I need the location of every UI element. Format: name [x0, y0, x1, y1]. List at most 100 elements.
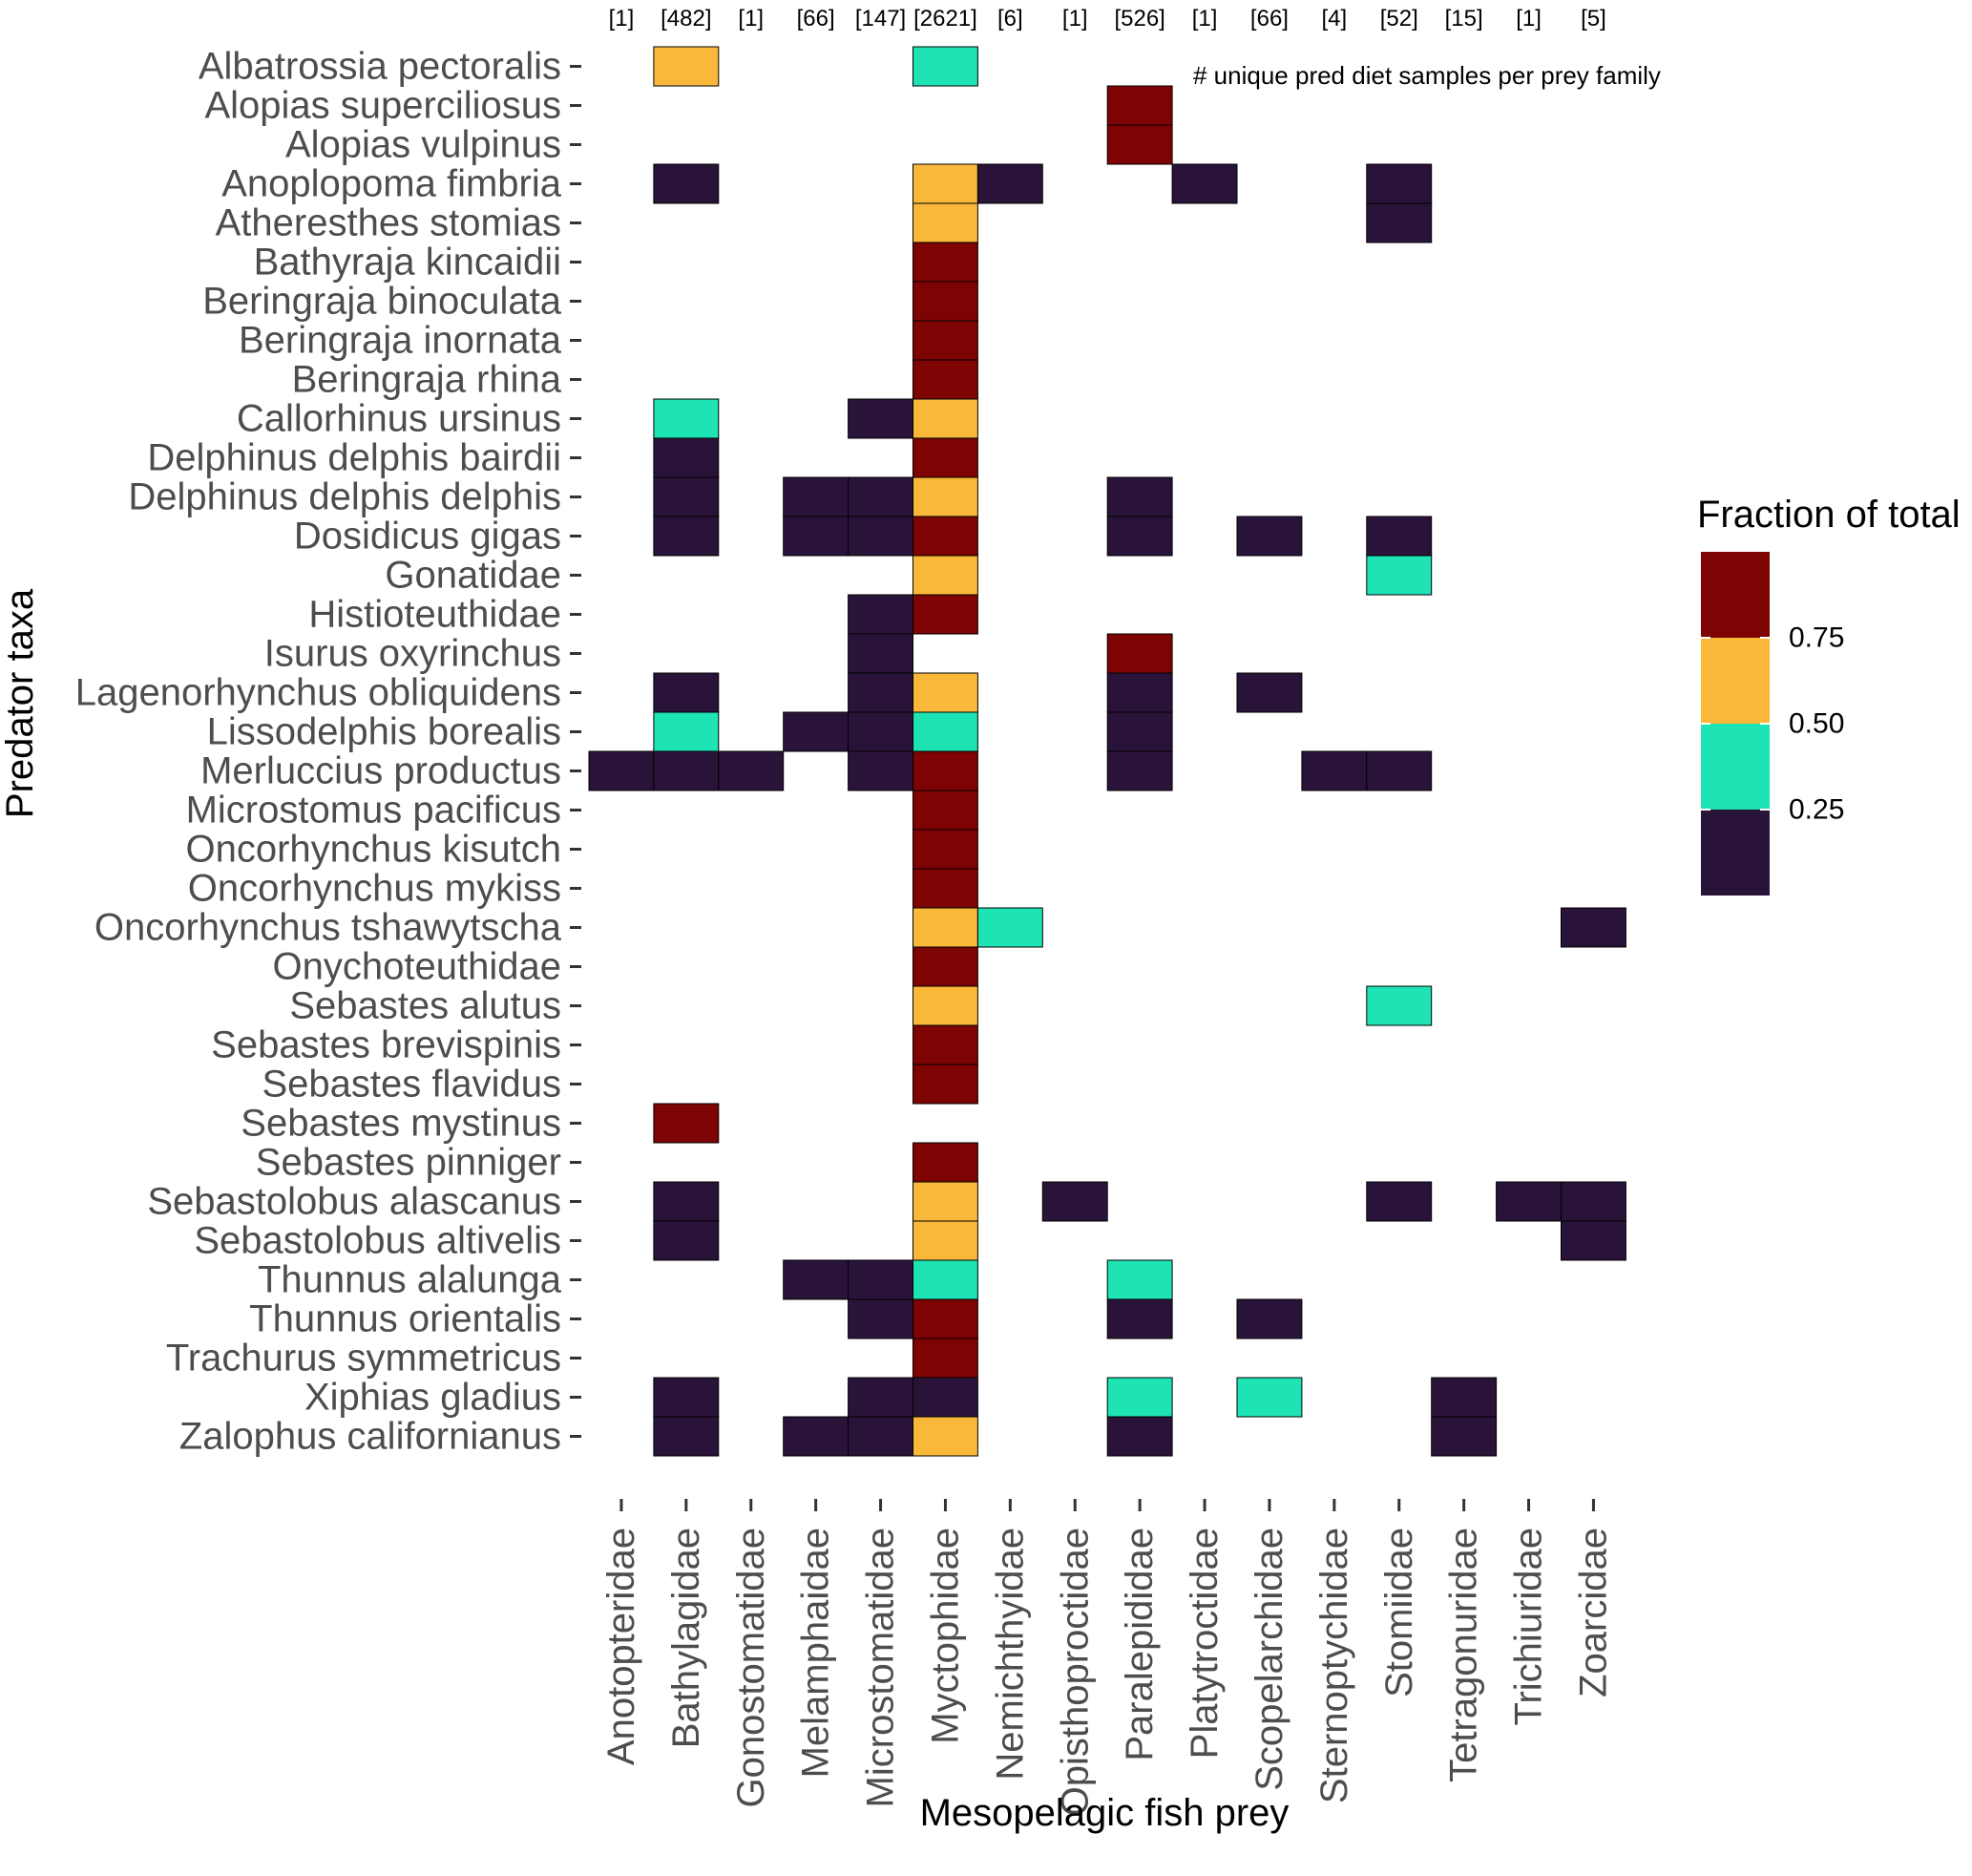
tile-sebastolobus-alascanus-bathylagidae — [653, 1181, 720, 1222]
tile-thunnus-orientalis-scopelarchidae — [1236, 1298, 1303, 1339]
count-label-tetragonuridae: [15] — [1445, 6, 1483, 32]
y-label-trachurus-symmetricus: Trachurus symmetricus — [166, 1338, 561, 1380]
x-label-tetragonuridae: Tetragonuridae — [1443, 1528, 1485, 1782]
count-label-myctophidae: [2621] — [913, 6, 977, 32]
y-label-anoplopoma-fimbria: Anoplopoma fimbria — [221, 163, 561, 205]
tile-alopias-vulpinus-paralepididae — [1106, 124, 1173, 165]
tile-dosidicus-gigas-melamphaidae — [783, 516, 850, 557]
tile-lissodelphis-borealis-myctophidae — [913, 711, 978, 752]
tile-sebastes-flavidus-myctophidae — [913, 1064, 978, 1105]
tile-zalophus-californianus-microstomatidae — [848, 1416, 913, 1457]
tile-sebastes-mystinus-bathylagidae — [653, 1103, 720, 1144]
tile-zalophus-californianus-melamphaidae — [783, 1416, 850, 1457]
y-label-merluccius-productus: Merluccius productus — [200, 750, 561, 792]
tile-oncorhynchus-mykiss-myctophidae — [913, 868, 978, 909]
y-label-thunnus-orientalis: Thunnus orientalis — [249, 1298, 561, 1340]
count-label-paralepididae: [526] — [1114, 6, 1164, 32]
y-label-histioteuthidae: Histioteuthidae — [308, 594, 561, 636]
x-label-gonostomatidae: Gonostomatidae — [730, 1528, 772, 1808]
tile-lagenorhynchus-obliquidens-myctophidae — [913, 672, 978, 713]
tile-zalophus-californianus-myctophidae — [913, 1416, 978, 1457]
x-label-microstomatidae: Microstomatidae — [860, 1528, 902, 1807]
y-label-beringraja-inornata: Beringraja inornata — [239, 320, 562, 362]
x-label-sternoptychidae: Sternoptychidae — [1313, 1528, 1355, 1803]
tile-merluccius-productus-myctophidae — [913, 750, 978, 791]
tile-sebastolobus-altivelis-bathylagidae — [653, 1220, 720, 1261]
y-label-oncorhynchus-kisutch: Oncorhynchus kisutch — [185, 829, 561, 871]
tile-lagenorhynchus-obliquidens-paralepididae — [1106, 672, 1173, 713]
count-label-microstomatidae: [147] — [855, 6, 906, 32]
y-label-oncorhynchus-tshawytscha: Oncorhynchus tshawytscha — [94, 907, 562, 949]
y-label-atheresthes-stomias: Atheresthes stomias — [216, 202, 561, 244]
x-label-paralepididae: Paralepididae — [1119, 1528, 1161, 1761]
y-label-alopias-superciliosus: Alopias superciliosus — [204, 85, 561, 127]
tile-merluccius-productus-bathylagidae — [653, 750, 720, 791]
tile-thunnus-alalunga-myctophidae — [913, 1259, 978, 1300]
y-label-lissodelphis-borealis: Lissodelphis borealis — [207, 711, 561, 753]
y-label-beringraja-binoculata: Beringraja binoculata — [202, 281, 562, 323]
heatmap-tiles — [588, 46, 1626, 1457]
tile-thunnus-alalunga-microstomatidae — [848, 1259, 913, 1300]
y-label-oncorhynchus-mykiss: Oncorhynchus mykiss — [188, 868, 561, 910]
tile-merluccius-productus-microstomatidae — [848, 750, 913, 791]
tile-sebastolobus-alascanus-zoarcidae — [1561, 1181, 1626, 1222]
y-label-lagenorhynchus-obliquidens: Lagenorhynchus obliquidens — [75, 672, 561, 714]
tile-merluccius-productus-paralepididae — [1106, 750, 1173, 791]
tile-beringraja-inornata-myctophidae — [913, 320, 978, 361]
tile-lissodelphis-borealis-microstomatidae — [848, 711, 913, 752]
legend-title: Fraction of total — [1697, 494, 1961, 536]
x-axis-title: Mesopelagic fish prey — [920, 1792, 1290, 1834]
y-label-dosidicus-gigas: Dosidicus gigas — [294, 516, 561, 558]
legend-label-0-75: 0.75 — [1789, 622, 1844, 654]
tile-dosidicus-gigas-paralepididae — [1106, 516, 1173, 557]
count-label-zoarcidae: [5] — [1581, 6, 1606, 32]
y-label-onychoteuthidae: Onychoteuthidae — [273, 946, 561, 988]
count-label-nemichthyidae: [6] — [997, 6, 1023, 32]
x-label-opisthoproctidae: Opisthoproctidae — [1054, 1528, 1096, 1816]
y-label-bathyraja-kincaidii: Bathyraja kincaidii — [254, 242, 561, 284]
y-label-callorhinus-ursinus: Callorhinus ursinus — [237, 398, 561, 440]
tile-alopias-superciliosus-paralepididae — [1106, 85, 1173, 126]
tile-thunnus-orientalis-paralepididae — [1106, 1298, 1173, 1339]
tile-lagenorhynchus-obliquidens-microstomatidae — [848, 672, 913, 713]
tile-histioteuthidae-myctophidae — [913, 594, 978, 635]
tile-microstomus-pacificus-myctophidae — [913, 790, 978, 831]
x-label-trichiuridae: Trichiuridae — [1508, 1528, 1550, 1725]
tile-oncorhynchus-tshawytscha-zoarcidae — [1561, 907, 1626, 948]
tile-sebastolobus-alascanus-myctophidae — [913, 1181, 978, 1222]
tile-delphinus-delphis-delphis-myctophidae — [913, 476, 978, 517]
count-label-scopelarchidae: [66] — [1250, 6, 1289, 32]
y-label-delphinus-delphis-delphis: Delphinus delphis delphis — [128, 476, 561, 518]
y-label-sebastolobus-alascanus: Sebastolobus alascanus — [147, 1181, 561, 1223]
tile-sebastes-brevispinis-myctophidae — [913, 1024, 978, 1065]
tile-callorhinus-ursinus-microstomatidae — [848, 398, 913, 439]
count-label-bathylagidae: [482] — [661, 6, 711, 32]
tile-dosidicus-gigas-bathylagidae — [653, 516, 720, 557]
count-label-stomiidae: [52] — [1380, 6, 1418, 32]
tile-xiphias-gladius-microstomatidae — [848, 1377, 913, 1418]
tile-anoplopoma-fimbria-nemichthyidae — [976, 163, 1043, 204]
legend-swatch-0 — [1701, 552, 1770, 638]
tile-anoplopoma-fimbria-bathylagidae — [653, 163, 720, 204]
tile-lissodelphis-borealis-paralepididae — [1106, 711, 1173, 752]
y-axis-title: Predator taxa — [0, 588, 41, 818]
tile-albatrossia-pectoralis-myctophidae — [913, 46, 978, 87]
tile-xiphias-gladius-myctophidae — [913, 1377, 978, 1418]
y-label-sebastes-brevispinis: Sebastes brevispinis — [211, 1024, 561, 1066]
tile-gonatidae-myctophidae — [913, 555, 978, 596]
count-label-gonostomatidae: [1] — [738, 6, 764, 32]
tile-thunnus-alalunga-paralepididae — [1106, 1259, 1173, 1300]
count-label-platytroctidae: [1] — [1192, 6, 1218, 32]
y-label-sebastes-flavidus: Sebastes flavidus — [262, 1064, 561, 1106]
tile-histioteuthidae-microstomatidae — [848, 594, 913, 635]
tile-beringraja-rhina-myctophidae — [913, 359, 978, 400]
x-label-myctophidae: Myctophidae — [924, 1528, 966, 1744]
y-label-zalophus-californianus: Zalophus californianus — [179, 1416, 561, 1458]
tile-onychoteuthidae-myctophidae — [913, 946, 978, 987]
tile-xiphias-gladius-paralepididae — [1106, 1377, 1173, 1418]
tile-dosidicus-gigas-stomiidae — [1366, 516, 1433, 557]
counts-annotation: # unique pred diet samples per prey fami… — [1193, 61, 1661, 90]
x-label-stomiidae: Stomiidae — [1378, 1528, 1420, 1697]
tile-trachurus-symmetricus-myctophidae — [913, 1338, 978, 1379]
